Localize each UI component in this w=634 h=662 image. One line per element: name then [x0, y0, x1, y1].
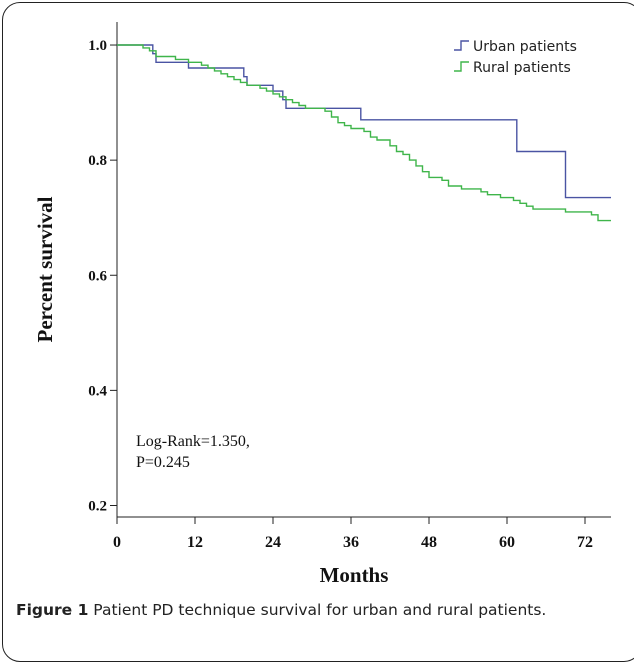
y-tick-label: 0.2: [88, 498, 107, 514]
x-tick-label: 12: [187, 534, 203, 551]
y-tick-label: 1.0: [88, 38, 107, 54]
x-tick-label: 72: [577, 534, 593, 551]
annotation-line: P=0.245: [136, 454, 190, 471]
chart-legend: Urban patients Rural patients: [454, 39, 577, 76]
x-tick-label: 24: [265, 534, 281, 551]
y-tick-label: 0.6: [88, 268, 107, 284]
chart-annotation: Log-Rank=1.350, P=0.245: [136, 433, 250, 471]
caption-text: Patient PD technique survival for urban …: [88, 601, 547, 619]
x-tick-label: 48: [421, 534, 437, 551]
legend-label: Urban patients: [473, 39, 577, 55]
y-axis-title: Percent survival: [33, 196, 57, 342]
chart-axes: 0.2 0.4 0.6 0.8 1.0 0 12 24 36 48 60 72 Months Percen…: [33, 22, 611, 587]
legend-swatch: [454, 40, 469, 51]
legend-swatch: [454, 61, 469, 72]
annotation-line: Log-Rank=1.350,: [136, 433, 250, 450]
x-tick-label: 36: [343, 534, 359, 551]
series-line-urban: [117, 44, 611, 199]
y-tick-label: 0.8: [88, 153, 107, 169]
x-axis-title: Months: [320, 563, 389, 587]
x-tick-label: 60: [499, 534, 515, 551]
x-tick-label: 0: [113, 534, 121, 551]
survival-chart: 0.2 0.4 0.6 0.8 1.0 0 12 24 36 48 60 72 Months Percen…: [33, 22, 611, 587]
series-line-rural: [117, 44, 611, 222]
figure-caption: Figure 1 Patient PD technique survival f…: [16, 600, 626, 621]
caption-label: Figure 1: [16, 601, 89, 619]
y-tick-label: 0.4: [88, 383, 107, 399]
series-layer: [117, 44, 611, 222]
legend-label: Rural patients: [473, 60, 571, 76]
